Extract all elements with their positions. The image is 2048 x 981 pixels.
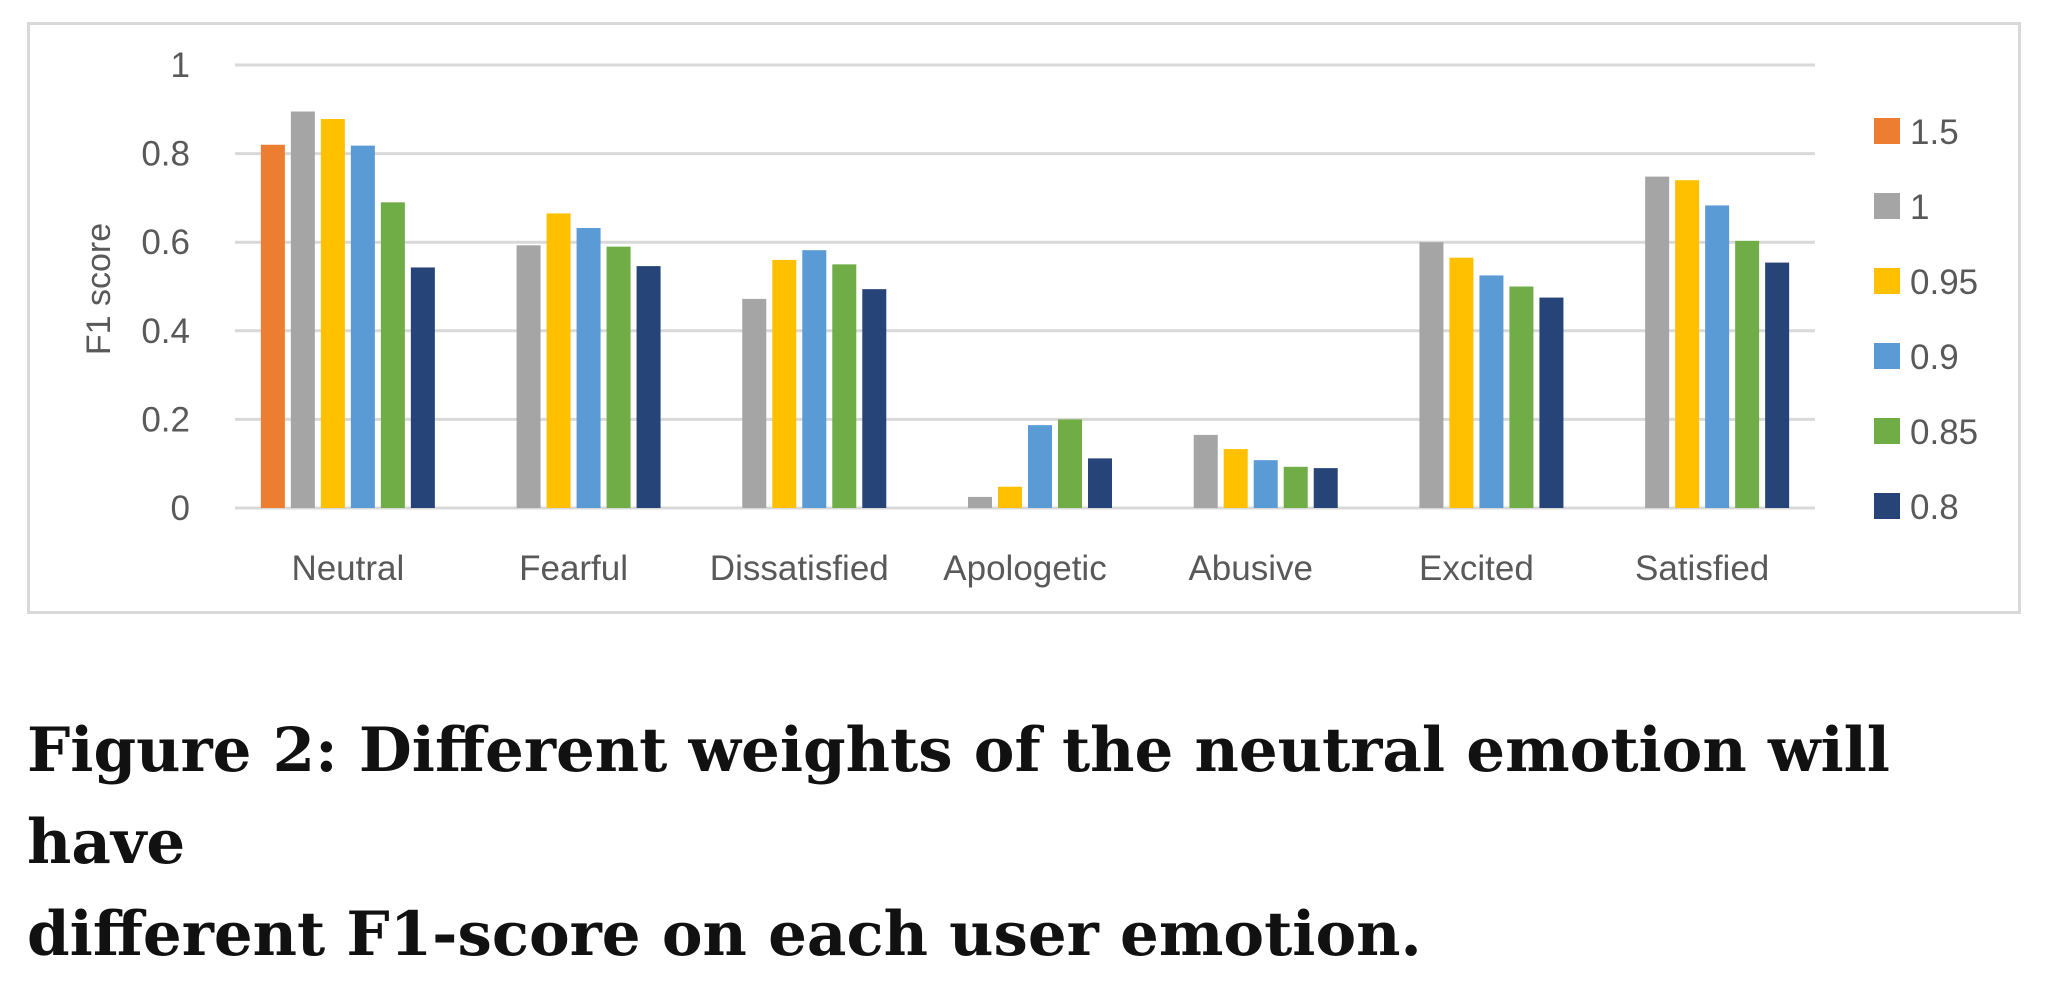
bar — [1449, 257, 1474, 508]
figure-caption: Figure 2: Different weights of the neutr… — [27, 705, 2027, 981]
x-tick-label: Apologetic — [943, 549, 1106, 588]
bar — [968, 496, 992, 508]
legend-swatch — [1874, 118, 1900, 144]
bar — [1058, 419, 1082, 508]
y-tick-label: 0.8 — [141, 135, 190, 174]
bar — [1283, 466, 1308, 508]
bar — [576, 228, 601, 509]
bar — [862, 289, 887, 508]
legend-swatch — [1874, 193, 1900, 219]
bar — [320, 119, 345, 509]
bar — [636, 266, 661, 508]
x-tick-labels: Neutral Fearful Dissatisfied Apologetic Abus… — [291, 549, 1769, 588]
legend: 1.5 1 0.95 0.9 0.85 0.8 — [1874, 113, 1978, 527]
bar — [1419, 242, 1444, 508]
y-tick-label: 1 — [171, 46, 190, 85]
x-tick-label: Fearful — [519, 549, 628, 588]
legend-label: 0.9 — [1910, 338, 1959, 377]
gridlines — [235, 63, 1815, 510]
bar — [1313, 468, 1338, 508]
bar — [832, 264, 857, 508]
x-tick-label: Dissatisfied — [710, 549, 889, 588]
legend-label: 0.95 — [1910, 263, 1978, 302]
y-tick-labels: 0 0.2 0.4 0.6 0.8 1 — [141, 46, 190, 528]
bar-chart: 0 0.2 0.4 0.6 0.8 1 Neutral Fearful Dissatisfie… — [80, 46, 1978, 588]
caption-line-1: Figure 2: Different weights of the neutr… — [27, 715, 1890, 878]
legend-label: 0.85 — [1910, 413, 1978, 452]
legend-swatch — [1874, 493, 1900, 519]
bar — [772, 259, 797, 508]
bar — [1705, 205, 1730, 508]
legend-swatch — [1874, 418, 1900, 444]
bar — [290, 111, 315, 508]
x-tick-label: Satisfied — [1635, 549, 1769, 588]
x-tick-label: Abusive — [1188, 549, 1313, 588]
x-tick-label: Neutral — [291, 549, 404, 588]
bar — [1539, 297, 1564, 508]
legend-label: 0.8 — [1910, 488, 1959, 527]
bar — [1088, 458, 1112, 508]
bar — [1645, 176, 1670, 509]
bar — [260, 144, 285, 509]
bar — [1735, 240, 1760, 508]
y-tick-label: 0.2 — [141, 400, 190, 439]
bar — [1675, 180, 1700, 508]
bar — [546, 213, 571, 508]
bar — [742, 298, 767, 508]
bar — [1509, 286, 1534, 508]
y-tick-label: 0.4 — [141, 312, 190, 351]
bar — [1028, 425, 1052, 508]
y-axis-label: F1 score — [80, 223, 118, 355]
y-tick-label: 0.6 — [141, 223, 190, 262]
legend-swatch — [1874, 343, 1900, 369]
bar — [1223, 449, 1248, 508]
caption-line-2: different F1-score on each user emotion. — [27, 899, 1422, 970]
bar — [1193, 434, 1218, 508]
bar — [802, 250, 827, 508]
bar — [606, 246, 631, 508]
y-tick-label: 0 — [171, 489, 190, 528]
bar — [516, 245, 541, 508]
bar — [1253, 460, 1278, 508]
x-tick-label: Excited — [1419, 549, 1534, 588]
legend-swatch — [1874, 268, 1900, 294]
legend-label: 1.5 — [1910, 113, 1959, 152]
bars — [260, 111, 1790, 509]
bar — [350, 145, 375, 508]
bar — [998, 486, 1022, 508]
legend-label: 1 — [1910, 188, 1929, 227]
bar — [380, 202, 405, 508]
bar — [1765, 262, 1790, 508]
bar — [410, 267, 435, 508]
bar — [1479, 275, 1504, 508]
